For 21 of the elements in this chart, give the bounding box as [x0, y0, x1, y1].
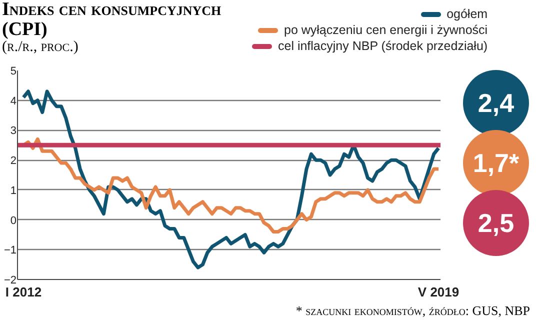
y-tick-label: 3: [10, 125, 17, 138]
legend-label: ogółem: [446, 6, 488, 22]
text: 1,7*: [463, 130, 529, 196]
text: * szacunki ekonomistów, źródło: GUS, NBP: [294, 302, 530, 320]
line-series: [22, 90, 440, 270]
y-tick-label: 1: [10, 184, 17, 197]
text: 2,4: [463, 70, 529, 136]
y-tick-label: 0: [10, 214, 17, 227]
chart-subtitle: (r./r., proc.): [2, 38, 80, 56]
legend-label: po wyłączeniu cen energii i żywności: [283, 22, 488, 38]
y-tick-label: 5: [10, 66, 17, 78]
y-tick-label: −2: [4, 274, 17, 286]
chart-title: Indeks cen konsumpcyjnych (CPI): [2, 0, 222, 40]
y-tick-label: 4: [10, 95, 17, 108]
legend-label: cel inflacyjny NBP (środek przedziału): [277, 38, 488, 54]
x-tick-label: I 2012: [5, 284, 42, 300]
text: 2,5: [463, 190, 529, 256]
x-tick-label: V 2019: [418, 284, 460, 300]
y-tick-label: −1: [4, 244, 17, 257]
line-series: [22, 137, 440, 234]
y-tick-label: 2: [10, 155, 17, 168]
